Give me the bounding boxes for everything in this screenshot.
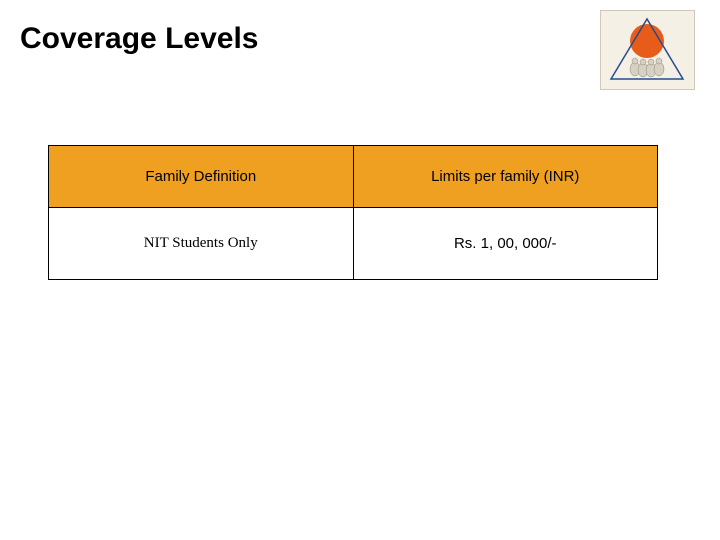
cell-family: NIT Students Only xyxy=(49,208,354,280)
table-header-row: Family Definition Limits per family (INR… xyxy=(49,146,658,208)
org-logo xyxy=(600,10,695,90)
col-header-family: Family Definition xyxy=(49,146,354,208)
page-title: Coverage Levels xyxy=(20,22,258,56)
col-header-limits: Limits per family (INR) xyxy=(353,146,658,208)
coverage-table: Family Definition Limits per family (INR… xyxy=(48,145,658,280)
cell-limit: Rs. 1, 00, 000/- xyxy=(353,208,658,280)
table-row: NIT Students Only Rs. 1, 00, 000/- xyxy=(49,208,658,280)
